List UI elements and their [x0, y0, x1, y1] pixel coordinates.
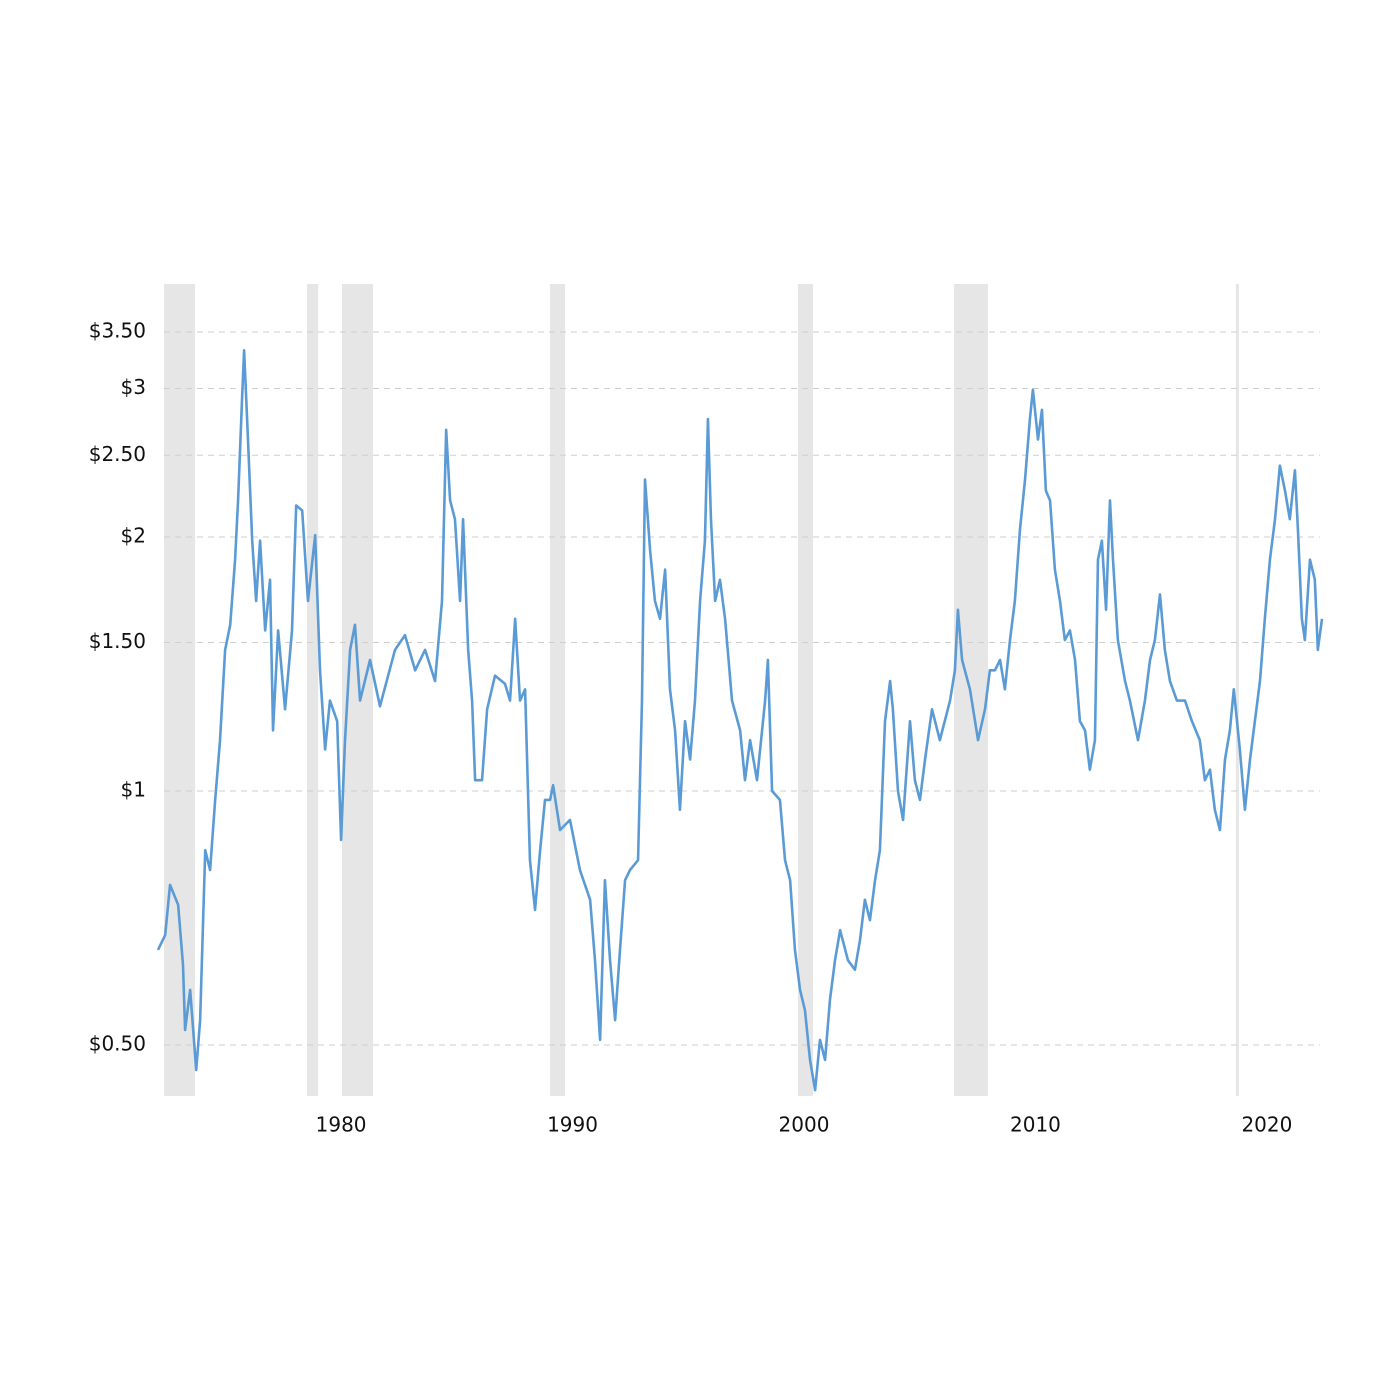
- price-line: [156, 348, 1324, 1092]
- x-tick-label: 1990: [547, 1113, 598, 1137]
- shaded-band: [1235, 284, 1239, 1096]
- y-tick-label: $2: [121, 524, 146, 548]
- y-tick-label: $3: [121, 375, 146, 399]
- shaded-band: [797, 284, 814, 1096]
- y-tick-label: $2.50: [89, 442, 146, 466]
- shaded-band: [307, 284, 319, 1096]
- y-tick-label: $1: [121, 778, 146, 802]
- x-tick-label: 2020: [1241, 1113, 1292, 1137]
- x-tick-label: 1980: [316, 1113, 367, 1137]
- x-tick-label: 2000: [779, 1113, 830, 1137]
- y-tick-label: $0.50: [89, 1031, 146, 1055]
- shaded-band: [164, 284, 196, 1096]
- y-tick-label: $3.50: [89, 319, 146, 343]
- shaded-band: [550, 284, 566, 1096]
- x-tick-label: 2010: [1010, 1113, 1061, 1137]
- y-tick-label: $1.50: [89, 629, 146, 653]
